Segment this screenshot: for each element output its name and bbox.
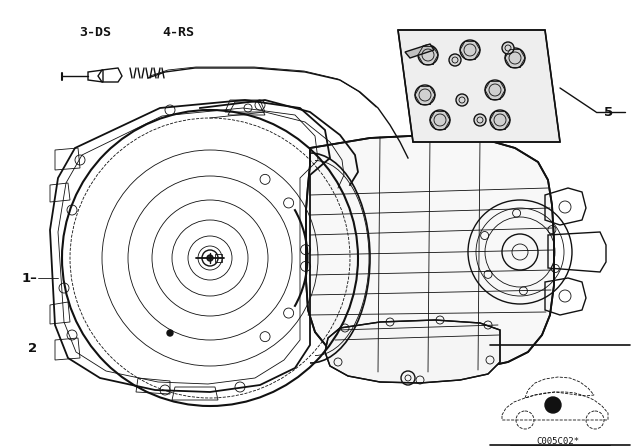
Circle shape	[415, 85, 435, 105]
Circle shape	[545, 397, 561, 413]
Text: 4-RS: 4-RS	[162, 26, 194, 39]
Circle shape	[502, 42, 514, 54]
Polygon shape	[405, 44, 434, 58]
Text: 3-DS: 3-DS	[79, 26, 111, 39]
Circle shape	[207, 255, 213, 261]
Circle shape	[430, 110, 450, 130]
Circle shape	[167, 330, 173, 336]
Circle shape	[474, 114, 486, 126]
Polygon shape	[306, 135, 554, 372]
Text: 5: 5	[604, 105, 613, 119]
Polygon shape	[325, 320, 500, 383]
Circle shape	[485, 80, 505, 100]
Circle shape	[460, 40, 480, 60]
Circle shape	[449, 54, 461, 66]
Circle shape	[505, 48, 525, 68]
Circle shape	[456, 94, 468, 106]
Text: C005C02*: C005C02*	[536, 438, 579, 447]
Circle shape	[490, 110, 510, 130]
Polygon shape	[398, 30, 560, 142]
Text: 2: 2	[28, 341, 37, 354]
Text: 1–: 1–	[22, 271, 38, 284]
Circle shape	[418, 45, 438, 65]
